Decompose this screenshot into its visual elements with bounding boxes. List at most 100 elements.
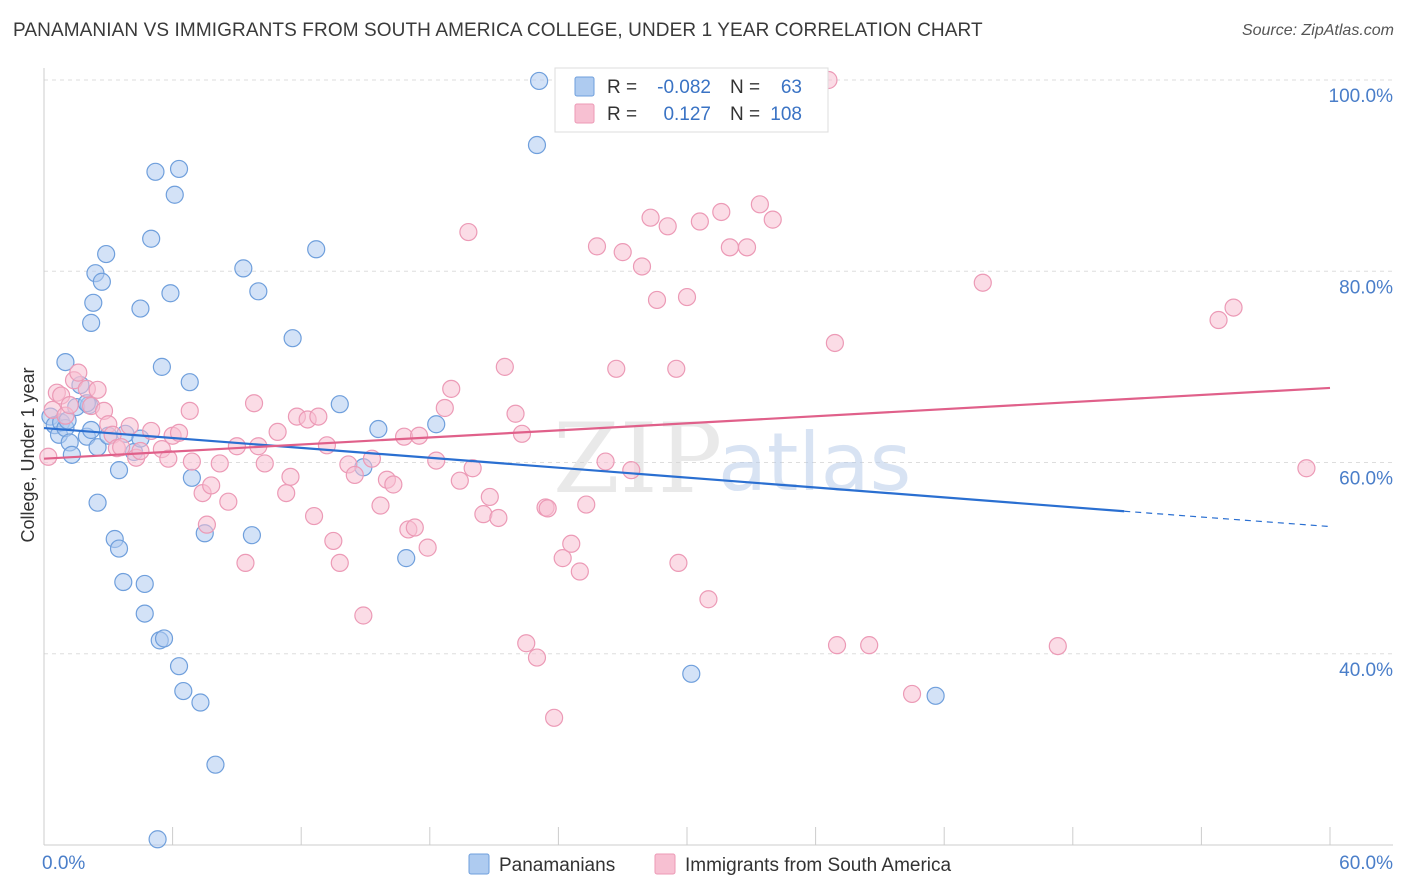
panamanian-point-51 — [135, 604, 154, 623]
panamanian-point-7 — [62, 445, 81, 464]
immigrant-point-65 — [480, 487, 499, 507]
y-axis-label: College, Under 1 year — [18, 367, 38, 542]
immigrant-point-44 — [324, 531, 343, 551]
panamanian-point-40 — [427, 415, 446, 434]
immigrant-point-68 — [506, 404, 525, 423]
bottom-legend-label-panamanians: Panamanians — [499, 855, 615, 876]
immigrant-point-18 — [131, 441, 150, 461]
immigrant-point-85 — [641, 208, 660, 227]
panamanian-point-46 — [88, 493, 107, 512]
immigrant-point-55 — [405, 518, 424, 537]
immigrant-point-29 — [210, 454, 229, 473]
panamanian-point-38 — [369, 419, 388, 439]
immigrant-point-30 — [219, 492, 238, 511]
panamanian-point-48 — [109, 539, 129, 558]
immigrant-point-58 — [427, 451, 446, 470]
immigrant-point-100 — [860, 636, 879, 655]
panamanian-point-24 — [146, 162, 165, 181]
immigrant-point-38 — [281, 467, 300, 486]
immigrant-point-88 — [667, 359, 686, 378]
legend-n-value-2: 108 — [770, 104, 802, 125]
legend-n-value-1: 63 — [781, 77, 802, 98]
immigrant-point-79 — [587, 237, 607, 256]
trend-line-immigrants — [43, 386, 1331, 460]
immigrant-point-48 — [354, 606, 373, 625]
immigrant-point-83 — [622, 461, 641, 480]
immigrant-point-60 — [442, 379, 461, 398]
panamanian-point-41 — [530, 71, 549, 91]
panamanian-point-57 — [206, 755, 225, 774]
immigrant-point-86 — [647, 290, 667, 310]
panamanian-point-39 — [397, 549, 416, 568]
panamanian-point-16 — [92, 272, 111, 291]
immigrant-point-99 — [827, 636, 847, 655]
immigrant-point-106 — [1297, 459, 1316, 478]
immigrant-point-32 — [236, 553, 255, 573]
x-tick-label-max: 60.0% — [1339, 853, 1393, 874]
panamanian-point-34 — [283, 329, 302, 348]
y-tick-label-0: 100.0% — [1329, 86, 1394, 107]
panamanian-point-45 — [82, 313, 101, 332]
immigrant-point-84 — [632, 257, 652, 276]
immigrant-point-56 — [409, 426, 429, 445]
immigrant-point-7 — [69, 363, 88, 382]
panamanian-point-25 — [152, 357, 171, 376]
panamanian-point-13 — [84, 293, 103, 312]
panamanian-point-28 — [169, 159, 189, 179]
immigrant-point-15 — [112, 438, 131, 457]
legend-r-label-1: R = — [607, 77, 637, 98]
y-tick-label-3: 40.0% — [1339, 660, 1393, 681]
trend-line-panamanians — [43, 426, 1125, 513]
immigrant-point-42 — [309, 407, 328, 426]
panamanian-point-59 — [242, 526, 262, 545]
bottom-legend-swatch-pink — [654, 853, 676, 875]
bottom-legend-label-immigrants: Immigrants from South America — [685, 855, 952, 876]
immigrant-point-52 — [384, 475, 403, 494]
immigrant-point-10 — [88, 380, 107, 399]
panamanian-point-43 — [682, 664, 701, 683]
immigrant-point-101 — [902, 684, 922, 704]
immigrant-point-5 — [60, 396, 79, 415]
immigrant-point-59 — [435, 398, 454, 418]
immigrant-point-41 — [304, 506, 324, 526]
immigrant-point-105 — [1224, 298, 1243, 317]
x-tick-label-min: 0.0% — [42, 853, 85, 874]
immigrant-point-45 — [330, 553, 349, 573]
panamanian-point-23 — [142, 229, 161, 248]
immigrant-point-63 — [463, 459, 482, 478]
trend-line-panamanians-extension — [1124, 510, 1331, 528]
immigrant-point-98 — [825, 333, 844, 353]
immigrant-point-89 — [669, 553, 688, 573]
immigrant-point-33 — [244, 394, 264, 413]
immigrant-point-36 — [268, 422, 287, 441]
panamanian-point-56 — [191, 693, 210, 712]
immigrant-point-90 — [677, 287, 697, 307]
panamanian-point-19 — [109, 461, 129, 480]
panamanian-point-36 — [330, 395, 349, 414]
series-immigrants-south-america — [39, 70, 1316, 727]
y-tick-labels: 100.0% 80.0% 60.0% 40.0% — [1329, 86, 1394, 681]
panamanian-point-26 — [161, 284, 180, 303]
immigrant-point-104 — [1209, 310, 1228, 330]
bottom-legend: Panamanians Immigrants from South Americ… — [468, 853, 952, 876]
panamanian-point-53 — [154, 629, 174, 648]
immigrant-point-77 — [570, 562, 589, 581]
immigrant-point-64 — [474, 505, 493, 524]
bottom-legend-swatch-blue — [468, 853, 490, 875]
legend-n-label-1: N = — [730, 77, 760, 98]
immigrant-point-94 — [720, 238, 739, 257]
immigrant-point-31 — [227, 437, 246, 456]
immigrant-point-24 — [180, 401, 199, 420]
immigrant-point-70 — [517, 634, 536, 653]
immigrant-point-81 — [607, 359, 626, 378]
panamanian-point-58 — [148, 830, 167, 849]
panamanian-point-17 — [97, 244, 116, 264]
panamanian-point-50 — [135, 574, 154, 594]
immigrant-point-80 — [596, 452, 615, 471]
legend-r-value-2: 0.127 — [663, 104, 711, 125]
immigrant-point-82 — [613, 243, 632, 262]
immigrant-point-35 — [255, 454, 274, 473]
legend-n-label-2: N = — [730, 104, 760, 125]
immigrant-point-75 — [553, 549, 572, 568]
chart-title: PANAMANIAN VS IMMIGRANTS FROM SOUTH AMER… — [13, 20, 983, 41]
